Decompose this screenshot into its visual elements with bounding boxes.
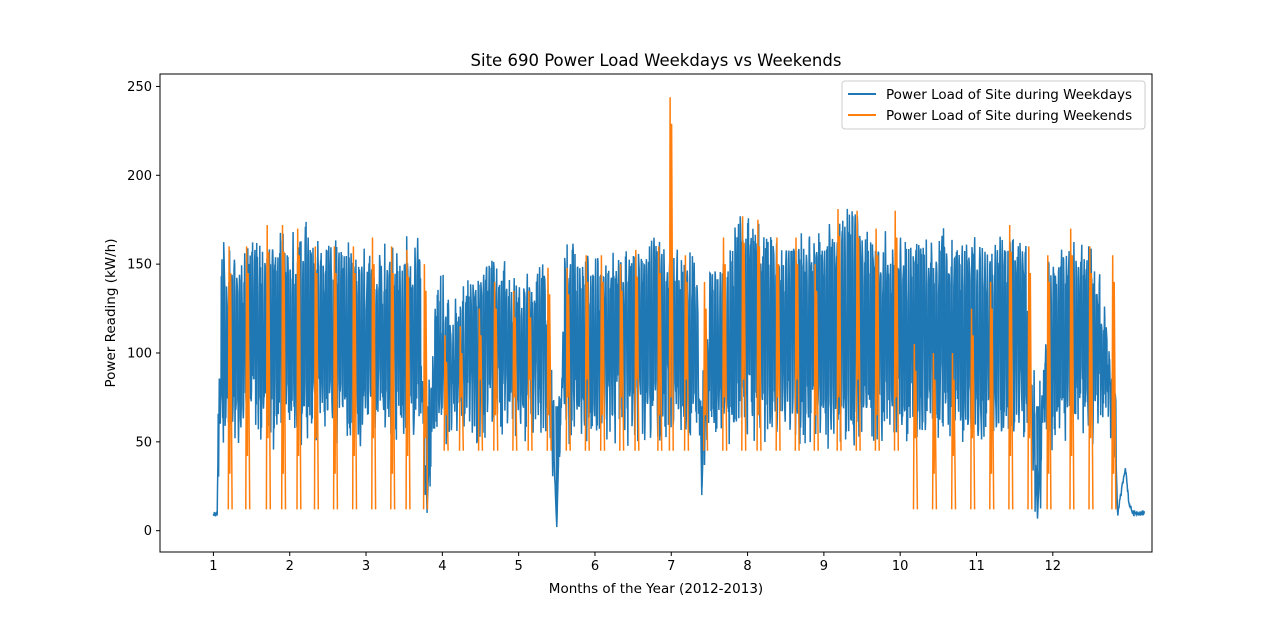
- x-tick-label: 5: [515, 559, 523, 574]
- x-tick-label: 2: [286, 559, 294, 574]
- x-tick-label: 9: [820, 559, 828, 574]
- legend-label: Power Load of Site during Weekdays: [886, 87, 1132, 103]
- y-tick-label: 50: [135, 435, 152, 450]
- x-tick-label: 4: [438, 559, 446, 574]
- y-tick-label: 100: [127, 346, 152, 361]
- legend-label: Power Load of Site during Weekends: [886, 108, 1132, 124]
- y-tick-label: 200: [127, 169, 152, 184]
- series-weekdays-line: [212, 208, 1146, 528]
- y-tick-label: 150: [127, 258, 152, 273]
- series-weekends-line: [227, 97, 1117, 510]
- x-axis-label: Months of the Year (2012-2013): [549, 581, 763, 597]
- x-tick-label: 3: [362, 559, 370, 574]
- y-tick-label: 0: [144, 524, 152, 539]
- legend: Power Load of Site during Weekdays Power …: [841, 80, 1146, 130]
- x-tick-label: 12: [1045, 559, 1062, 574]
- x-tick-label: 6: [591, 559, 599, 574]
- axes-frame: [159, 73, 1153, 553]
- legend-box: [841, 80, 1146, 130]
- x-tick-label: 11: [968, 559, 985, 574]
- x-tick-label: 10: [892, 559, 909, 574]
- x-tick-label: 7: [667, 559, 675, 574]
- x-tick-label: 1: [209, 559, 217, 574]
- y-tick-label: 250: [127, 80, 152, 95]
- y-axis-label: Power Reading (kW/h): [103, 238, 119, 387]
- series-layer: [212, 97, 1146, 528]
- x-tick-label: 8: [743, 559, 751, 574]
- chart-title: Site 690 Power Load Weekdays vs Weekends: [471, 51, 842, 70]
